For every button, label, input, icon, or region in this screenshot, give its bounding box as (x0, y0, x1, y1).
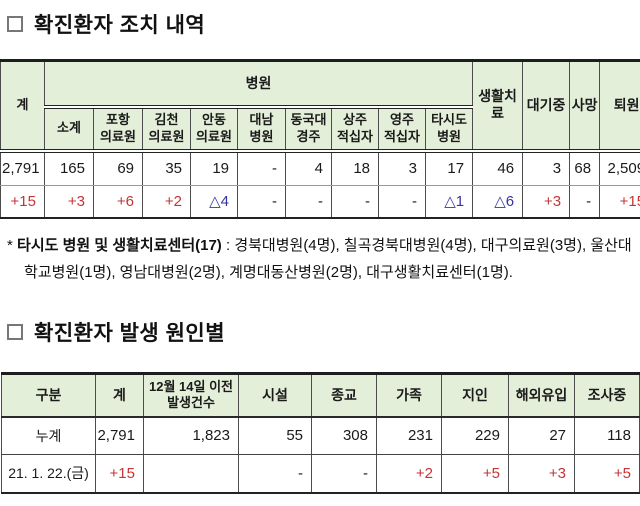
cell: 18 (331, 150, 379, 186)
section2-title-text: 확진환자 발생 원인별 (34, 322, 226, 345)
table1-cumulative-row: 2,791 165 69 35 19 - 4 18 3 17 46 3 68 2… (0, 150, 640, 186)
table2-cumulative-row: 누계 2,791 1,823 55 308 231 229 27 118 (1, 416, 640, 455)
footnote-bold-text: 타시도 병원 및 생활치료센터(17) (17, 236, 222, 254)
cell: △1 (424, 185, 474, 218)
table1-header-row1: 계 병원 생활치료 대기중 사망 퇴원 (0, 60, 640, 153)
section1-title: 확진환자 조치 내역 (7, 0, 640, 39)
header-cell: 생활치료 (472, 60, 524, 153)
header-cell: 가족 (376, 373, 442, 418)
cell: +5 (574, 454, 640, 493)
cell: +5 (441, 454, 509, 493)
cell: +2 (142, 185, 191, 218)
header-cell: 시설 (238, 373, 312, 418)
cell: 3 (522, 150, 571, 186)
cell: △4 (190, 185, 238, 218)
header-cell: 종교 (311, 373, 377, 418)
cell: 118 (574, 416, 640, 455)
cell: 68 (569, 150, 601, 186)
footnote-marker: * (7, 236, 13, 254)
cell: - (569, 185, 601, 218)
cell: △6 (472, 185, 524, 218)
square-bullet-icon (7, 16, 23, 32)
row-label: 누계 (1, 416, 96, 455)
cell: 55 (238, 416, 312, 455)
cell: +6 (93, 185, 143, 218)
cell: 1,823 (143, 416, 239, 455)
cell: - (378, 185, 426, 218)
cell: 308 (311, 416, 377, 455)
treatment-status-table: 계 병원 생활치료 대기중 사망 퇴원 소계 포항 의료원 김천 의료원 안동 … (0, 59, 640, 219)
treatment-table-wrap: 계 병원 생활치료 대기중 사망 퇴원 소계 포항 의료원 김천 의료원 안동 … (0, 59, 640, 219)
cell: 4 (285, 150, 332, 186)
footnote-separator: : (221, 236, 235, 254)
cell: 19 (190, 150, 238, 186)
header-cell: 동국대 경주 (285, 106, 332, 153)
cell: 46 (472, 150, 524, 186)
cell: 2,791 (95, 416, 144, 455)
cell: - (238, 454, 312, 493)
header-cell: 조사중 (574, 373, 640, 418)
header-cell: 12월 14일 이전 발생건수 (143, 373, 239, 418)
cell: +2 (376, 454, 442, 493)
header-cell: 안동 의료원 (190, 106, 238, 153)
section1-title-text: 확진환자 조치 내역 (34, 14, 206, 37)
cell: 27 (508, 416, 575, 455)
cell: 2,791 (0, 150, 45, 186)
cell: 3 (378, 150, 426, 186)
footnote: * 타시도 병원 및 생활치료센터(17) : 경북대병원(4명), 칠곡경북대… (7, 232, 634, 288)
header-cell: 포항 의료원 (93, 106, 143, 153)
header-cell: 영주 적십자 (378, 106, 426, 153)
header-cell: 병원 (43, 60, 474, 109)
table2-header-row: 구분 계 12월 14일 이전 발생건수 시설 종교 가족 지인 해외유입 조사… (1, 373, 640, 418)
cell: - (237, 185, 286, 218)
header-cell: 대기중 (522, 60, 571, 153)
row-label: 21. 1. 22.(금) (1, 454, 96, 493)
cell: - (331, 185, 379, 218)
cell: - (285, 185, 332, 218)
header-cell: 해외유입 (508, 373, 575, 418)
cell: 165 (44, 150, 94, 186)
header-cell: 구분 (1, 373, 96, 418)
cell: +3 (44, 185, 94, 218)
header-cell: 계 (0, 60, 45, 153)
header-cell: 타시도 병원 (424, 106, 474, 153)
square-bullet-icon (7, 324, 23, 340)
header-cell: 소계 (44, 106, 94, 153)
cell: +15 (0, 185, 45, 218)
cause-table: 구분 계 12월 14일 이전 발생건수 시설 종교 가족 지인 해외유입 조사… (1, 372, 640, 494)
table1-daily-row: +15 +3 +6 +2 △4 - - - - △1 △6 +3 - +15 (0, 185, 640, 218)
header-cell: 계 (95, 373, 144, 418)
header-cell: 상주 적십자 (331, 106, 379, 153)
cell: 69 (93, 150, 143, 186)
cell: 231 (376, 416, 442, 455)
table1-header-row2: 소계 포항 의료원 김천 의료원 안동 의료원 대남 병원 동국대 경주 상주 … (1, 106, 640, 153)
footnote-text: 경북대병원(4명), 칠곡경북대병원(4명), 대구의료원(3명), 울산대학교… (24, 236, 632, 282)
cell: +3 (508, 454, 575, 493)
cell: +15 (95, 454, 144, 493)
cell: 2,509 (599, 150, 640, 186)
cell: 229 (441, 416, 509, 455)
cell (143, 454, 239, 493)
header-cell: 지인 (441, 373, 509, 418)
cell: +15 (599, 185, 640, 218)
header-cell: 대남 병원 (237, 106, 286, 153)
table2-daily-row: 21. 1. 22.(금) +15 - - +2 +5 +3 +5 (1, 454, 640, 493)
cell: +3 (522, 185, 571, 218)
header-cell: 김천 의료원 (142, 106, 191, 153)
cell: 35 (142, 150, 191, 186)
cell: - (237, 150, 286, 186)
header-cell: 퇴원 (599, 60, 640, 153)
cell: 17 (424, 150, 474, 186)
cell: - (311, 454, 377, 493)
section2-title: 확진환자 발생 원인별 (7, 317, 640, 347)
header-cell: 사망 (569, 60, 601, 153)
